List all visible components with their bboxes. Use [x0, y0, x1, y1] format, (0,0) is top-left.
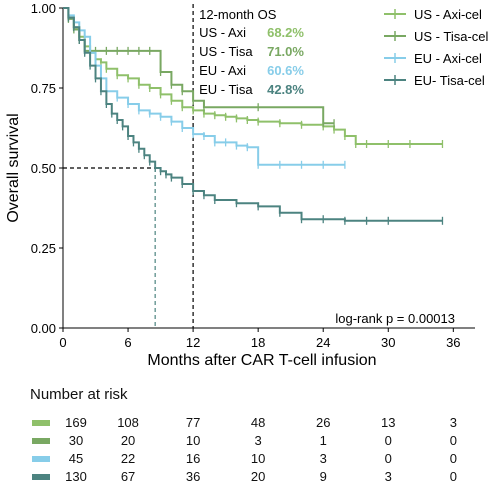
risk-cell: 20 [250, 469, 266, 484]
annotation-header: 12-month OS [199, 7, 277, 22]
x-tick-label: 30 [381, 335, 395, 350]
series-0 [63, 7, 444, 148]
risk-row: 169 108 77 48 26 13 3 [0, 414, 502, 432]
legend-item: EU - Axi-cel [384, 51, 482, 66]
legend-label: US - Tisa-cel [414, 29, 489, 44]
risk-cell: 26 [315, 415, 331, 430]
x-tick-label: 36 [446, 335, 460, 350]
legend-label: US - Axi-cel [414, 7, 482, 22]
legend-item: EU- Tisa-cel [384, 73, 485, 88]
y-tick-label: 1.00 [31, 1, 56, 16]
y-tick-label: 0.25 [31, 241, 56, 256]
legend-label: EU - Axi-cel [414, 51, 482, 66]
risk-cell: 0 [384, 433, 392, 448]
risk-cell: 0 [449, 451, 457, 466]
series-line [63, 7, 443, 222]
risk-row: 45 22 16 10 3 0 0 [0, 450, 502, 468]
y-tick-label: 0.50 [31, 161, 56, 176]
os-annotation: 12-month OS US - Axi 68.2% US - Tisa 71.0%… [199, 7, 304, 97]
risk-cell: 77 [185, 415, 201, 430]
risk-cell: 130 [65, 469, 87, 484]
legend: US - Axi-cel US - Tisa-cel EU - Axi-cel EU-… [384, 7, 489, 88]
risk-row: 130 67 36 20 9 3 0 [0, 468, 502, 486]
x-tick-label: 6 [124, 335, 131, 350]
log-rank-pvalue: log-rank p = 0.00013 [335, 311, 455, 326]
risk-cell: 3 [254, 433, 262, 448]
x-axis-label: Months after CAR T-cell infusion [147, 352, 376, 369]
risk-cell: 45 [68, 451, 84, 466]
risk-cell: 3 [449, 415, 457, 430]
annotation-value: 42.8% [267, 82, 304, 97]
risk-cell: 108 [117, 415, 139, 430]
legend-item: US - Axi-cel [384, 7, 482, 22]
risk-row-swatch [32, 438, 50, 444]
y-tick-label: 0.75 [31, 81, 56, 96]
risk-row-swatch [32, 474, 50, 480]
reference-lines [63, 4, 194, 328]
annotation-label: US - Tisa [199, 44, 253, 59]
risk-cell: 3 [319, 451, 327, 466]
y-tick-label: 0.00 [31, 321, 56, 336]
risk-cell: 36 [185, 469, 201, 484]
risk-table-title: Number at risk [30, 386, 128, 403]
risk-row-swatch [32, 456, 50, 462]
km-survival-chart: 0 6 12 18 24 30 36 0.00 0.25 0.50 0.75 1.00 12-mont… [5, 1, 489, 369]
risk-cell: 13 [381, 415, 396, 430]
y-axis-label: Overall survival [5, 113, 22, 222]
x-tick-label: 0 [59, 335, 66, 350]
annotation-label: EU - Tisa [199, 82, 253, 97]
risk-cell: 9 [319, 469, 327, 484]
annotation-value: 60.6% [267, 63, 304, 78]
axes: 0 6 12 18 24 30 36 0.00 0.25 0.50 0.75 1.00 [31, 1, 475, 350]
annotation-label: US - Axi [199, 25, 246, 40]
risk-cell: 10 [185, 433, 201, 448]
legend-label: EU- Tisa-cel [414, 73, 485, 88]
risk-cell: 20 [120, 433, 136, 448]
risk-cell: 0 [384, 451, 392, 466]
legend-item: US - Tisa-cel [384, 29, 489, 44]
risk-cell: 48 [250, 415, 266, 430]
risk-cell: 169 [65, 415, 87, 430]
risk-cell: 0 [449, 433, 457, 448]
series-line [63, 7, 443, 145]
annotation-value: 68.2% [267, 25, 304, 40]
annotation-label: EU - Axi [199, 63, 246, 78]
series-3 [63, 7, 444, 225]
risk-cell: 1 [319, 433, 327, 448]
x-tick-label: 18 [251, 335, 265, 350]
risk-cell: 3 [384, 469, 392, 484]
risk-cell: 30 [68, 433, 84, 448]
risk-row: 30 20 10 3 1 0 0 [0, 432, 502, 450]
risk-cell: 67 [120, 469, 136, 484]
risk-row-swatch [32, 420, 50, 426]
risk-cell: 10 [250, 451, 266, 466]
risk-cell: 22 [120, 451, 136, 466]
risk-cell: 16 [185, 451, 201, 466]
annotation-value: 71.0% [267, 44, 304, 59]
x-tick-label: 24 [316, 335, 330, 350]
x-tick-label: 12 [186, 335, 200, 350]
risk-cell: 0 [449, 469, 457, 484]
survival-curves [63, 7, 444, 225]
